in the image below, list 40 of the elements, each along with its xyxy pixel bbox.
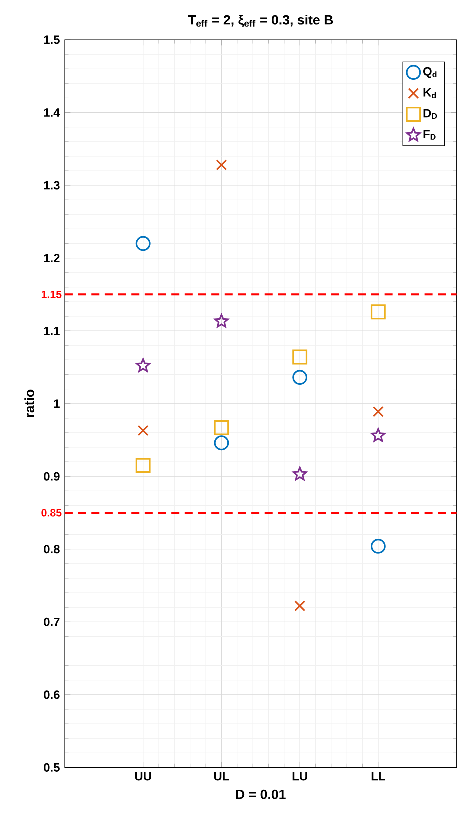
point [214,420,230,436]
point [371,539,386,554]
point [292,370,308,386]
point [136,236,151,252]
x-tick-label: LU [292,772,308,781]
point [214,314,229,328]
ref-line-label: 0.85 [42,509,62,517]
point [216,160,228,171]
point [373,406,384,418]
legend-label: F$_{D}$ [424,130,436,140]
x-tick-label: UL [214,772,230,781]
y-tick-label: 0.9 [44,472,60,481]
y-tick-label: 0.5 [44,763,60,772]
x-tick-label: LL [372,772,386,781]
y-tick-label: 1.1 [44,326,60,336]
legend-label: D$_{D}$ [424,109,438,119]
point [136,458,151,474]
x-axis-title: D = 0.01 [236,790,286,800]
legend-label: K$_{d}$ [424,88,436,98]
point [138,425,149,436]
chart-title: T$_{eff}$ = 2, ξ$_{eff}$ = 0.3, site B [188,15,334,28]
y-tick-label: 1.2 [44,254,60,262]
point [371,428,386,442]
legend-label: Q$_{d}$ [424,67,437,78]
y-tick-label: 0.7 [44,618,60,626]
point [371,304,386,320]
y-tick-label: 0.6 [44,690,60,700]
x-tick-label: UU [135,772,152,781]
y-tick-label: 1.3 [44,181,60,190]
y-axis-title: ratio [24,390,35,418]
point [136,358,151,372]
point [292,350,308,365]
y-tick-label: 1 [54,400,60,408]
ref-line-label: 1.15 [42,290,62,298]
y-tick-label: 0.8 [44,545,60,554]
y-tick-label: 1.5 [44,36,60,44]
y-tick-label: 1.4 [44,108,60,117]
point [293,466,308,481]
point [214,436,230,451]
point [294,600,306,612]
